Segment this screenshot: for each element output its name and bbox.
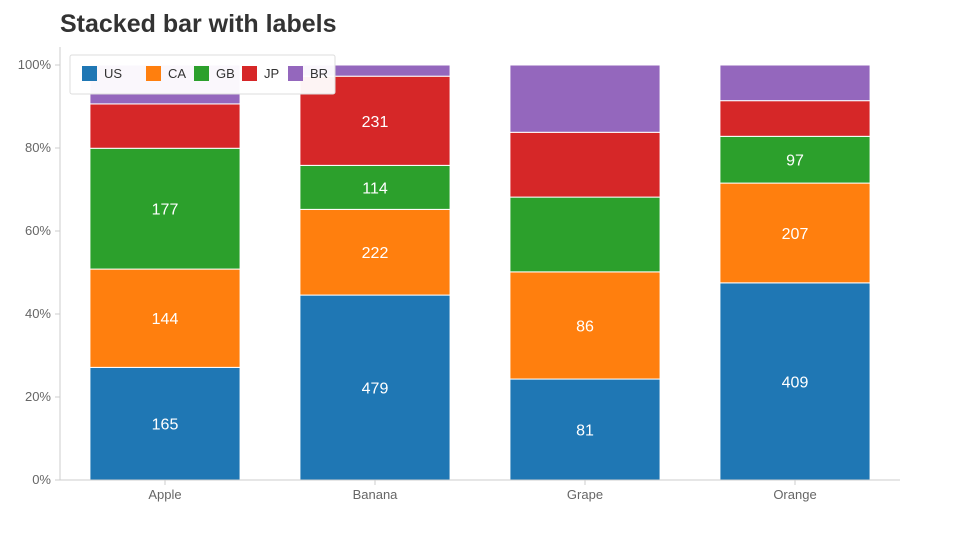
bar-segment-br: [509, 64, 661, 133]
bar-value-label: 409: [782, 374, 809, 391]
bar-value-label: 97: [786, 153, 804, 170]
x-tick-label: Orange: [773, 487, 816, 502]
bar-segment-ca: [89, 268, 241, 368]
bar-value-label: 222: [362, 245, 389, 262]
bar-segment-gb: [89, 147, 241, 270]
bar-value-label: 86: [576, 318, 594, 335]
y-tick-label: 100%: [18, 57, 52, 72]
bar-segment-ca: [299, 208, 451, 296]
bar-value-label: 81: [576, 423, 594, 440]
bar-value-label: 479: [362, 381, 389, 398]
bar-value-label: 231: [362, 114, 389, 131]
bar-segment-jp: [509, 131, 661, 198]
bar-segment-gb: [509, 196, 661, 273]
x-tick-label: Banana: [353, 487, 399, 502]
legend-swatch-br: [288, 66, 303, 81]
x-tick-label: Grape: [567, 487, 603, 502]
y-tick-label: 20%: [25, 389, 51, 404]
bar-segment-gb: [299, 164, 451, 210]
legend-swatch-gb: [194, 66, 209, 81]
bar-segment-ca: [509, 271, 661, 380]
bar-value-label: 144: [152, 311, 179, 328]
bar-segment-br: [719, 64, 871, 102]
chart-title: Stacked bar with labels: [60, 10, 337, 38]
bar-value-label: 207: [782, 226, 809, 243]
bar-segment-gb: [719, 135, 871, 184]
bar-value-label: 114: [362, 180, 388, 197]
bar-segment-us: [299, 294, 451, 481]
legend-label-br: BR: [310, 66, 328, 81]
y-tick-label: 80%: [25, 140, 51, 155]
bar-segment-jp: [719, 100, 871, 137]
bar-value-label: 177: [152, 202, 179, 219]
legend-swatch-us: [82, 66, 97, 81]
legend-label-jp: JP: [264, 66, 279, 81]
y-tick-label: 60%: [25, 223, 51, 238]
bar-value-label: 165: [152, 417, 179, 434]
legend-swatch-jp: [242, 66, 257, 81]
bar-segment-us: [719, 282, 871, 481]
x-tick-label: Apple: [148, 487, 181, 502]
y-tick-label: 0%: [32, 472, 51, 487]
y-tick-label: 40%: [25, 306, 51, 321]
bar-segment-jp: [89, 103, 241, 149]
legend-label-ca: CA: [168, 66, 186, 81]
legend-label-gb: GB: [216, 66, 235, 81]
legend-swatch-ca: [146, 66, 161, 81]
bar-segment-ca: [719, 182, 871, 284]
legend-label-us: US: [104, 66, 122, 81]
